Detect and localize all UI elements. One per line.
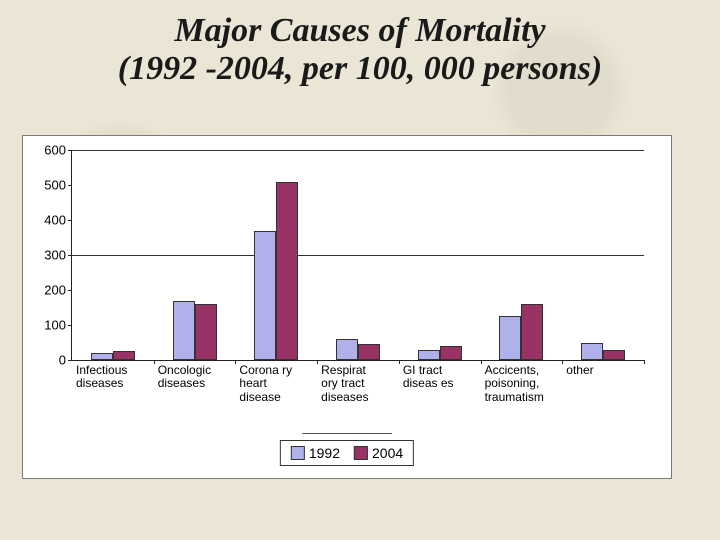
ytick-mark <box>68 325 72 326</box>
plot-area: 0100200300400500600Infectious diseasesOn… <box>71 150 644 361</box>
gridline <box>72 255 644 256</box>
bar-1992 <box>254 231 276 361</box>
xtick-mark <box>154 360 155 364</box>
ytick-label: 300 <box>44 248 66 263</box>
category-label: Corona ry heart disease <box>239 364 303 404</box>
legend-separator <box>302 433 392 434</box>
bar-2004 <box>358 344 380 360</box>
xtick-mark <box>235 360 236 364</box>
ytick-mark <box>68 150 72 151</box>
legend-swatch <box>291 446 305 460</box>
bar-2004 <box>521 304 543 360</box>
ytick-mark <box>68 255 72 256</box>
xtick-mark <box>399 360 400 364</box>
bar-1992 <box>336 339 358 360</box>
slide-title: Major Causes of Mortality (1992 -2004, p… <box>0 12 720 88</box>
xtick-mark <box>562 360 563 364</box>
category-label: Respirat ory tract diseases <box>321 364 385 404</box>
mortality-chart: 0 100 200 300 400 500 600 Infectious diseases On… <box>22 135 672 479</box>
legend-item: 1992 <box>291 445 340 461</box>
legend-label: 2004 <box>372 445 403 461</box>
ytick-label: 100 <box>44 318 66 333</box>
ytick-label: 200 <box>44 283 66 298</box>
xtick-mark <box>317 360 318 364</box>
bar-1992 <box>418 350 440 361</box>
gridline <box>72 150 644 151</box>
xtick-mark <box>481 360 482 364</box>
title-line-2: (1992 -2004, per 100, 000 persons) <box>0 50 720 88</box>
ytick-mark <box>68 185 72 186</box>
category-label: Accicents, poisoning, traumatism <box>485 364 549 404</box>
bar-2004 <box>603 350 625 361</box>
category-label: Infectious diseases <box>76 364 140 391</box>
legend-label: 1992 <box>309 445 340 461</box>
bar-1992 <box>581 343 603 361</box>
bar-2004 <box>440 346 462 360</box>
category-label: other <box>566 364 630 377</box>
category-label: Oncologic diseases <box>158 364 222 391</box>
ytick-label: 500 <box>44 178 66 193</box>
xtick-mark <box>644 360 645 364</box>
bar-1992 <box>499 316 521 360</box>
ytick-mark <box>68 290 72 291</box>
ytick-mark <box>68 220 72 221</box>
ytick-label: 0 <box>59 353 66 368</box>
bar-1992 <box>173 301 195 361</box>
ytick-label: 400 <box>44 213 66 228</box>
slide: Major Causes of Mortality (1992 -2004, p… <box>0 0 720 540</box>
legend-item: 2004 <box>354 445 403 461</box>
title-line-1: Major Causes of Mortality <box>0 12 720 50</box>
legend: 1992 2004 <box>280 440 414 466</box>
bar-2004 <box>195 304 217 360</box>
bar-2004 <box>276 182 298 361</box>
bar-1992 <box>91 353 113 360</box>
legend-swatch <box>354 446 368 460</box>
category-label: GI tract diseas es <box>403 364 467 391</box>
bar-2004 <box>113 351 135 360</box>
ytick-mark <box>68 360 72 361</box>
ytick-label: 600 <box>44 143 66 158</box>
